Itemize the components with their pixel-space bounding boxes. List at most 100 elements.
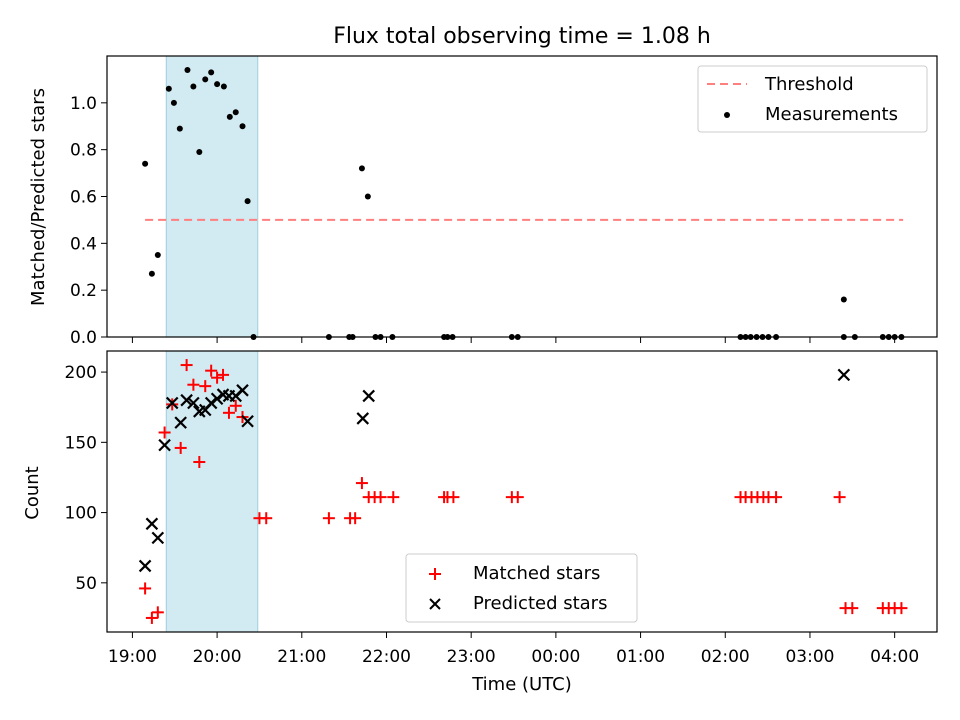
matched-star-point [151,606,164,619]
count-points [138,359,908,624]
x-tick-label: 22:00 [362,647,411,667]
y-tick-label: 0.8 [70,141,97,161]
x-tick-label: 23:00 [447,647,496,667]
measurement-point [239,123,246,130]
measurement-point [170,99,177,106]
bottom-legend-box [405,553,638,623]
top-plot: 0.0 0.2 0.4 0.6 0.8 1.0 Matched/Predicted sta… [28,55,938,348]
y-tick-label: 200 [65,363,97,383]
observing-window-span [165,350,259,633]
matched-star-point [374,491,387,504]
matched-star-point [174,441,187,454]
legend-matched-swatch [429,568,441,580]
measurement-point [220,83,227,90]
matched-star-point [139,582,152,595]
x-tick-label: 20:00 [193,647,242,667]
bottom-y-axis-label: Count [22,466,43,519]
predicted-star-point [158,438,171,452]
legend-measurements-swatch [724,112,730,118]
y-tick-label: 1.0 [70,94,97,114]
predicted-star-point [145,517,159,531]
legend-measurements-label: Measurements [765,104,898,125]
x-tick-label: 04:00 [870,647,919,667]
y-tick-label: 0.4 [70,234,97,254]
observing-window-span [165,55,259,338]
bottom-y-ticks: 50 100 150 200 [65,363,107,594]
y-tick-label: 0.0 [70,328,97,348]
matched-star-point [158,426,171,439]
matched-star-point [180,359,193,372]
measurement-point [202,76,209,83]
matched-star-point [229,399,242,412]
measurement-point [142,160,149,167]
matched-star-point [355,477,368,490]
measurement-point [208,69,215,76]
legend-matched-label: Matched stars [473,563,600,584]
top-legend-box [697,65,928,133]
measurement-point [196,149,203,156]
matched-star-point [511,491,524,504]
legend-predicted-swatch [429,598,441,610]
y-tick-label: 100 [65,504,97,524]
y-tick-label: 150 [65,433,97,453]
predicted-star-point [236,384,249,397]
matched-star-point [322,512,335,525]
measurement-point [214,81,221,88]
observing-window-bottom [165,350,259,633]
y-tick-label: 50 [75,574,97,594]
measurement-point [154,252,161,259]
predicted-star-point [356,412,370,425]
x-axis-label: Time (UTC) [471,674,572,695]
top-y-axis-label: Matched/Predicted stars [28,88,49,306]
x-tick-label: 21:00 [277,647,326,667]
predicted-star-point [210,392,224,406]
matched-star-point [895,602,908,615]
predicted-star-point [180,393,193,407]
bottom-x-ticks: 19:00 20:00 21:00 22:00 23:00 00:00 01:00 02:00… [108,632,919,667]
matched-star-point [193,455,206,468]
bottom-legend: Matched stars Predicted stars [405,553,638,623]
predicted-star-point [138,559,152,573]
x-tick-label: 01:00 [616,647,665,667]
chart-title: Flux total observing time = 1.08 h [333,24,711,49]
matched-star-point [260,512,273,525]
x-tick-label: 03:00 [785,647,834,667]
x-tick-label: 02:00 [701,647,750,667]
measurement-point [358,165,365,172]
measurement-point [148,270,155,277]
predicted-star-point [362,389,375,403]
measurement-points [142,67,905,340]
predicted-star-point [165,396,179,410]
legend-threshold-label: Threshold [764,74,854,95]
predicted-star-point [187,396,200,410]
measurement-point [165,85,172,92]
bottom-plot: 50 100 150 200 19:00 20:00 21:00 22:00 23:00 00:… [22,350,938,695]
matched-star-point [222,406,235,419]
matched-star-point [199,380,212,393]
y-tick-label: 0.2 [70,281,97,301]
matched-star-point [187,378,200,391]
bottom-plot-frame [106,350,938,633]
predicted-star-point [241,414,254,428]
predicted-star-point [151,531,165,545]
measurement-point [244,198,251,205]
matched-star-point [217,368,230,381]
measurement-point [226,113,233,120]
measurement-point [184,67,191,74]
top-x-ticks [131,337,896,343]
matched-star-point [349,512,362,525]
matched-star-point [447,491,460,504]
matched-star-point [145,611,158,624]
top-legend: Threshold Measurements [697,65,928,133]
predicted-star-point [204,396,218,410]
y-tick-label: 0.6 [70,188,97,208]
measurement-point [364,193,371,200]
matched-star-point [387,491,400,504]
measurement-point [840,296,847,303]
measurement-point [176,125,183,132]
matched-star-point [211,371,224,384]
matched-star-point [846,602,859,615]
legend-predicted-label: Predicted stars [473,593,607,614]
predicted-star-point [837,368,851,382]
